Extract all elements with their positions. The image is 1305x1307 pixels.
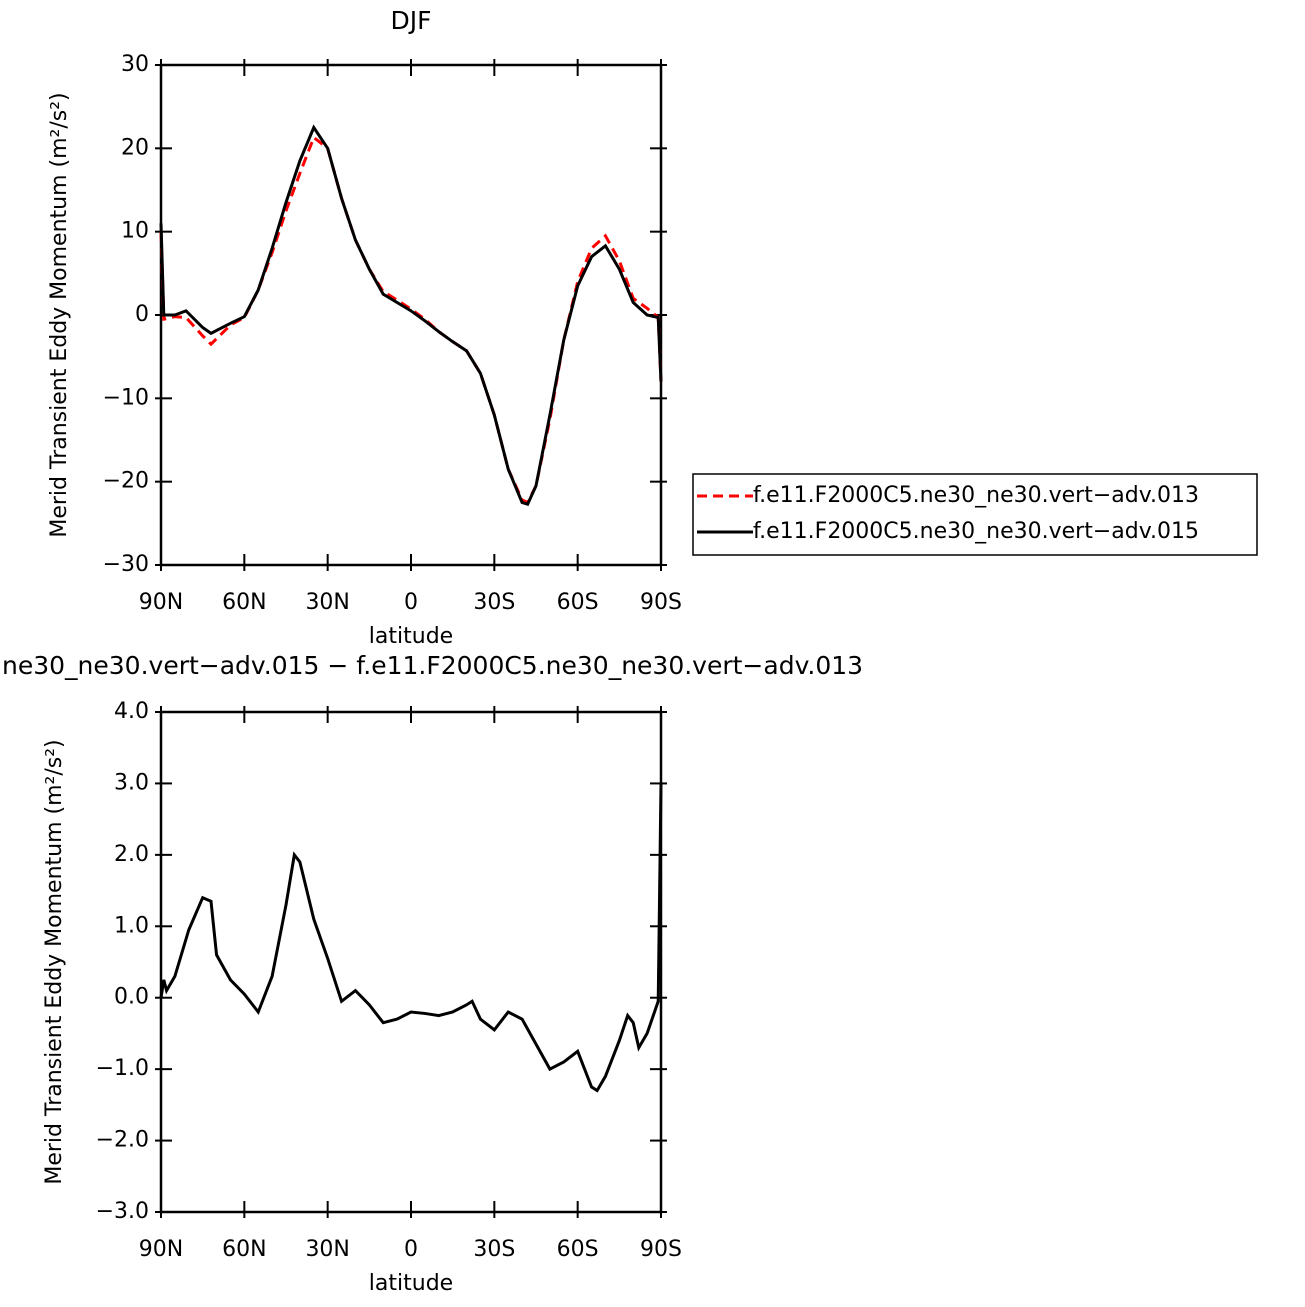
y-tick-label: −20 <box>103 469 149 494</box>
chart-title: ne30_ne30.vert−adv.015 − f.e11.F2000C5.n… <box>2 651 863 680</box>
y-tick-label: 0 <box>135 302 149 327</box>
y-tick-label: 4.0 <box>114 699 149 724</box>
data-line <box>159 783 663 1093</box>
y-tick-label: 2.0 <box>114 842 149 867</box>
x-tick-label: 90N <box>139 590 183 615</box>
y-tick-label: −30 <box>103 552 149 577</box>
y-tick-label: −2.0 <box>96 1128 149 1153</box>
x-tick-label: 60N <box>222 590 266 615</box>
x-tick-label: 90S <box>640 590 682 615</box>
x-tick-label: 90S <box>640 1237 682 1262</box>
x-tick-label: 60S <box>557 590 599 615</box>
legend-label: f.e11.F2000C5.ne30_ne30.vert−adv.013 <box>753 483 1199 508</box>
legend-box <box>692 473 1258 556</box>
chart-panel: ne30_ne30.vert−adv.015 − f.e11.F2000C5.n… <box>2 651 863 1296</box>
x-tick-label: 30S <box>473 590 515 615</box>
chart-panel: DJF latitude Merid Transient Eddy Momentum… <box>47 6 1258 649</box>
y-tick-label: 3.0 <box>114 770 149 795</box>
x-tick-label: 0 <box>404 1237 418 1262</box>
y-tick-label: 30 <box>121 52 149 77</box>
x-tick-label: 30N <box>305 590 349 615</box>
y-axis-label: Merid Transient Eddy Momentum (m²/s²) <box>47 92 72 537</box>
y-tick-label: −3.0 <box>96 1199 149 1224</box>
x-tick-label: 90N <box>139 1237 183 1262</box>
y-tick-label: 20 <box>121 135 149 160</box>
plot-frame <box>159 63 663 567</box>
x-tick-label: 60N <box>222 1237 266 1262</box>
y-tick-label: 10 <box>121 219 149 244</box>
x-tick-label: 0 <box>404 590 418 615</box>
plot-frame <box>159 710 663 1214</box>
y-tick-label: 0.0 <box>114 985 149 1010</box>
y-tick-label: −10 <box>103 385 149 410</box>
x-tick-label: 60S <box>557 1237 599 1262</box>
x-tick-label: 30N <box>305 1237 349 1262</box>
y-tick-label: 1.0 <box>114 913 149 938</box>
y-tick-label: −1.0 <box>96 1056 149 1081</box>
chart-title: DJF <box>390 6 431 35</box>
legend-label: f.e11.F2000C5.ne30_ne30.vert−adv.015 <box>753 519 1199 544</box>
x-tick-label: 30S <box>473 1237 515 1262</box>
x-axis-label: latitude <box>369 1271 453 1296</box>
legend: f.e11.F2000C5.ne30_ne30.vert−adv.013 f.e1… <box>692 473 1258 556</box>
x-axis-label: latitude <box>369 624 453 649</box>
y-axis-label: Merid Transient Eddy Momentum (m²/s²) <box>42 739 67 1184</box>
data-line <box>159 124 663 506</box>
